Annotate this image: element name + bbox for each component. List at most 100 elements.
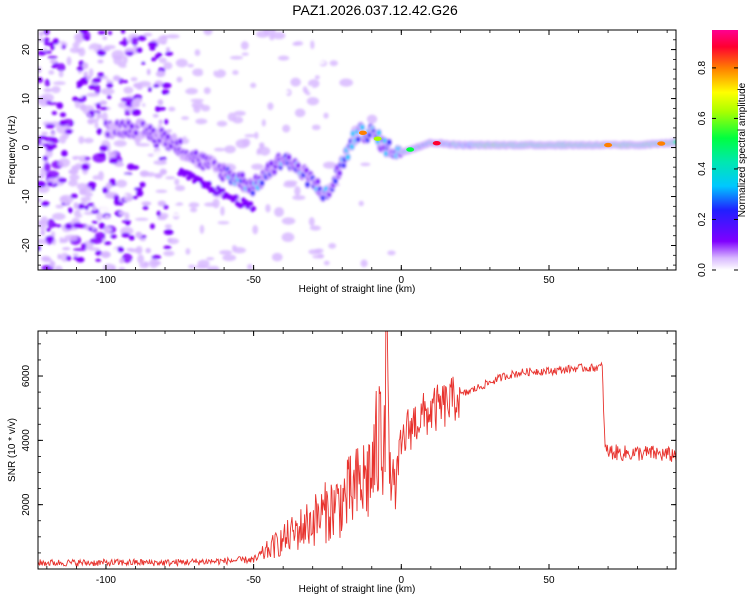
heatmap-cell [51, 111, 58, 116]
heatmap-cell [220, 206, 225, 216]
heatmap-cell [40, 256, 51, 262]
heatmap-cell [56, 63, 66, 72]
heatmap-cell [63, 198, 70, 205]
spectrogram-y-tick-label: 0 [21, 144, 32, 150]
heatmap-cell [187, 63, 194, 68]
heatmap-cell [158, 57, 167, 64]
heatmap-cell [163, 96, 170, 105]
colorbar-gradient [712, 30, 738, 270]
heatmap-cell [44, 78, 51, 87]
heatmap-cell [133, 82, 143, 89]
heatmap-cell [120, 30, 126, 34]
heatmap-cell [111, 49, 125, 60]
snr-x-axis-label: Height of straight line (km) [299, 584, 416, 595]
heatmap-cell [156, 210, 161, 217]
snr-frame [37, 330, 677, 570]
heatmap-cell [118, 267, 126, 270]
heatmap-cell [233, 110, 246, 116]
heatmap-cell [165, 134, 171, 140]
heatmap-cell [42, 155, 49, 161]
heatmap-cell [76, 256, 85, 263]
heatmap-cell [216, 120, 228, 127]
heatmap-cell [178, 138, 183, 145]
heatmap-cell [141, 61, 146, 65]
heatmap-cell [158, 156, 168, 161]
heatmap-cell [80, 208, 86, 217]
heatmap-cell [45, 148, 53, 158]
heatmap-cell [199, 237, 212, 246]
heatmap-cell [43, 47, 48, 53]
heatmap-cell [141, 220, 146, 226]
heatmap-cell [299, 121, 311, 131]
heatmap-cell [174, 178, 180, 186]
heatmap-cell [45, 170, 60, 179]
heatmap-cell [308, 217, 315, 227]
heatmap-cell [226, 56, 232, 60]
heatmap-cell [139, 170, 150, 177]
colorbar-tick-label: 0.6 [697, 111, 708, 125]
heatmap-cell [188, 189, 203, 195]
heatmap-cell [267, 94, 274, 103]
heatmap-cell [104, 241, 112, 245]
heatmap-hotspot [604, 142, 613, 148]
heatmap-cell [260, 211, 272, 221]
heatmap-cell [69, 174, 80, 181]
heatmap-cell [48, 70, 55, 75]
heatmap-cell [199, 134, 205, 142]
heatmap-cell [71, 165, 82, 171]
heatmap-cell [67, 207, 73, 214]
heatmap-cell [145, 247, 151, 254]
heatmap-cell [259, 180, 265, 186]
snr-x-tick-label: -50 [246, 575, 261, 586]
heatmap-cell [293, 225, 303, 230]
heatmap-cell [135, 245, 143, 255]
heatmap-cell [84, 205, 89, 211]
snr-y-tick-label: 6000 [21, 364, 32, 387]
heatmap-cell [355, 136, 361, 143]
heatmap-cell [272, 31, 286, 40]
heatmap-cell [259, 142, 265, 148]
heatmap-cell [83, 36, 91, 41]
heatmap-cell [310, 40, 315, 50]
heatmap-cell [128, 235, 135, 241]
snr-plot-area [38, 331, 676, 569]
heatmap-cell [123, 86, 134, 94]
heatmap-cell [203, 87, 211, 95]
heatmap-cell [124, 212, 130, 220]
heatmap-cell [61, 149, 68, 157]
heatmap-cell [122, 174, 131, 181]
heatmap-cell [252, 262, 258, 267]
heatmap-cell [185, 132, 200, 141]
heatmap-cell [194, 265, 209, 269]
heatmap-cell [165, 30, 171, 33]
snr-x-tick-label: 0 [399, 575, 405, 586]
heatmap-cell [131, 36, 139, 46]
heatmap-cell [152, 84, 160, 88]
heatmap-cell [205, 184, 211, 190]
heatmap-cell [157, 200, 167, 207]
heatmap-cell [38, 236, 45, 240]
heatmap-cell [217, 221, 230, 225]
heatmap-cell [64, 223, 73, 230]
heatmap-cell [221, 84, 232, 89]
snr-line [38, 331, 676, 568]
heatmap-cell [156, 52, 163, 57]
heatmap-cell [176, 76, 183, 83]
heatmap-cell [45, 235, 55, 243]
heatmap-cell [287, 200, 294, 207]
heatmap-cell [121, 253, 133, 263]
heatmap-cell [91, 141, 98, 150]
heatmap-cell [191, 35, 199, 43]
heatmap-hotspot [373, 136, 382, 141]
heatmap-cell [330, 81, 336, 85]
heatmap-cell [185, 87, 198, 95]
heatmap-cell [182, 195, 190, 204]
heatmap-cell [277, 55, 290, 61]
heatmap-cell [108, 123, 114, 130]
heatmap-cell [159, 168, 167, 175]
heatmap-cell [134, 136, 141, 146]
heatmap-cell [120, 97, 134, 103]
heatmap-cell [109, 234, 117, 239]
heatmap-cell [41, 182, 47, 187]
